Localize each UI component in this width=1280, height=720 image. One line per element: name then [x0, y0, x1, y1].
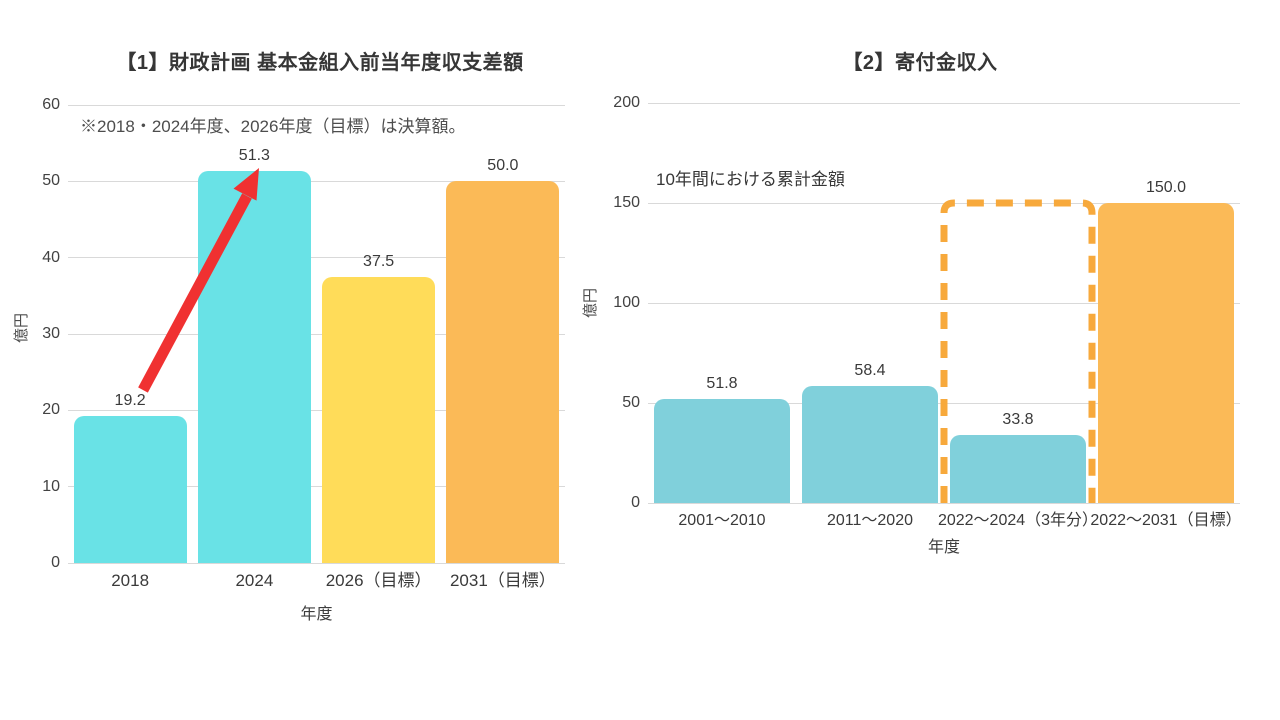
- y-tick-label: 30: [42, 325, 60, 342]
- bar: [322, 276, 436, 563]
- x-category-label: 2018: [111, 571, 150, 590]
- x-category-label: 2022〜2031（目標）: [1090, 512, 1242, 529]
- gridline: [648, 502, 1240, 504]
- gridline: [68, 409, 565, 411]
- gridline: [68, 333, 565, 335]
- bar-value-label: 58.4: [854, 362, 886, 380]
- bar-value-label: 50.0: [487, 157, 519, 175]
- bar: [73, 416, 187, 563]
- bar-value-label: 150.0: [1145, 179, 1187, 196]
- gridline: [68, 257, 565, 259]
- bar: [802, 386, 938, 503]
- x-category-label: 2011〜2020: [826, 512, 913, 529]
- bar-value-label: 19.2: [114, 392, 146, 410]
- y-tick-label: 0: [51, 554, 60, 571]
- bar-value-label: 33.8: [1002, 411, 1034, 429]
- chart-2-subtitle: 10年間における累計金額: [656, 170, 845, 189]
- y-tick-label: 200: [613, 94, 640, 111]
- y-tick-label: 10: [42, 477, 60, 495]
- chart-2-y-axis-label: 億円: [582, 288, 599, 319]
- x-category-label: 2001〜2010: [678, 512, 766, 529]
- y-tick-label: 60: [42, 96, 60, 113]
- y-tick-label: 150: [613, 194, 640, 211]
- chart-2-title: 【2】寄付金収入: [842, 52, 998, 74]
- x-category-label: 2031（目標）: [449, 571, 556, 590]
- bar: [446, 181, 560, 563]
- y-tick-label: 40: [42, 248, 60, 266]
- x-category-label: 2022〜2024（3年分）: [937, 512, 1099, 529]
- bar-value-label: 37.5: [363, 252, 395, 270]
- bar-value-label: 51.8: [706, 375, 738, 393]
- chart-1-y-axis-label: 億円: [13, 313, 30, 344]
- x-category-label: 2024: [235, 571, 274, 590]
- bar-value-label: 51.3: [238, 147, 270, 165]
- bar: [197, 171, 311, 563]
- y-tick-label: 100: [613, 294, 640, 311]
- bar: [1098, 203, 1234, 503]
- y-tick-label: 20: [42, 401, 60, 419]
- chart-2-x-axis-label: 年度: [927, 539, 960, 556]
- bar: [654, 399, 790, 503]
- gridline: [648, 102, 1240, 104]
- y-tick-label: 50: [42, 172, 60, 190]
- x-category-label: 2026（目標）: [325, 571, 432, 590]
- chart-1-x-axis-label: 年度: [300, 606, 333, 623]
- bar: [950, 435, 1086, 503]
- gridline: [68, 104, 565, 106]
- y-tick-label: 0: [631, 494, 640, 511]
- chart-1-note: ※2018・2024年度、2026年度（目標）は決算額。: [80, 117, 466, 136]
- gridline: [68, 180, 565, 182]
- gridline: [68, 562, 565, 564]
- gridline: [68, 486, 565, 488]
- y-tick-label: 50: [622, 394, 640, 411]
- chart-1-title: 【1】財政計画 基本金組入前当年度収支差額: [116, 52, 524, 74]
